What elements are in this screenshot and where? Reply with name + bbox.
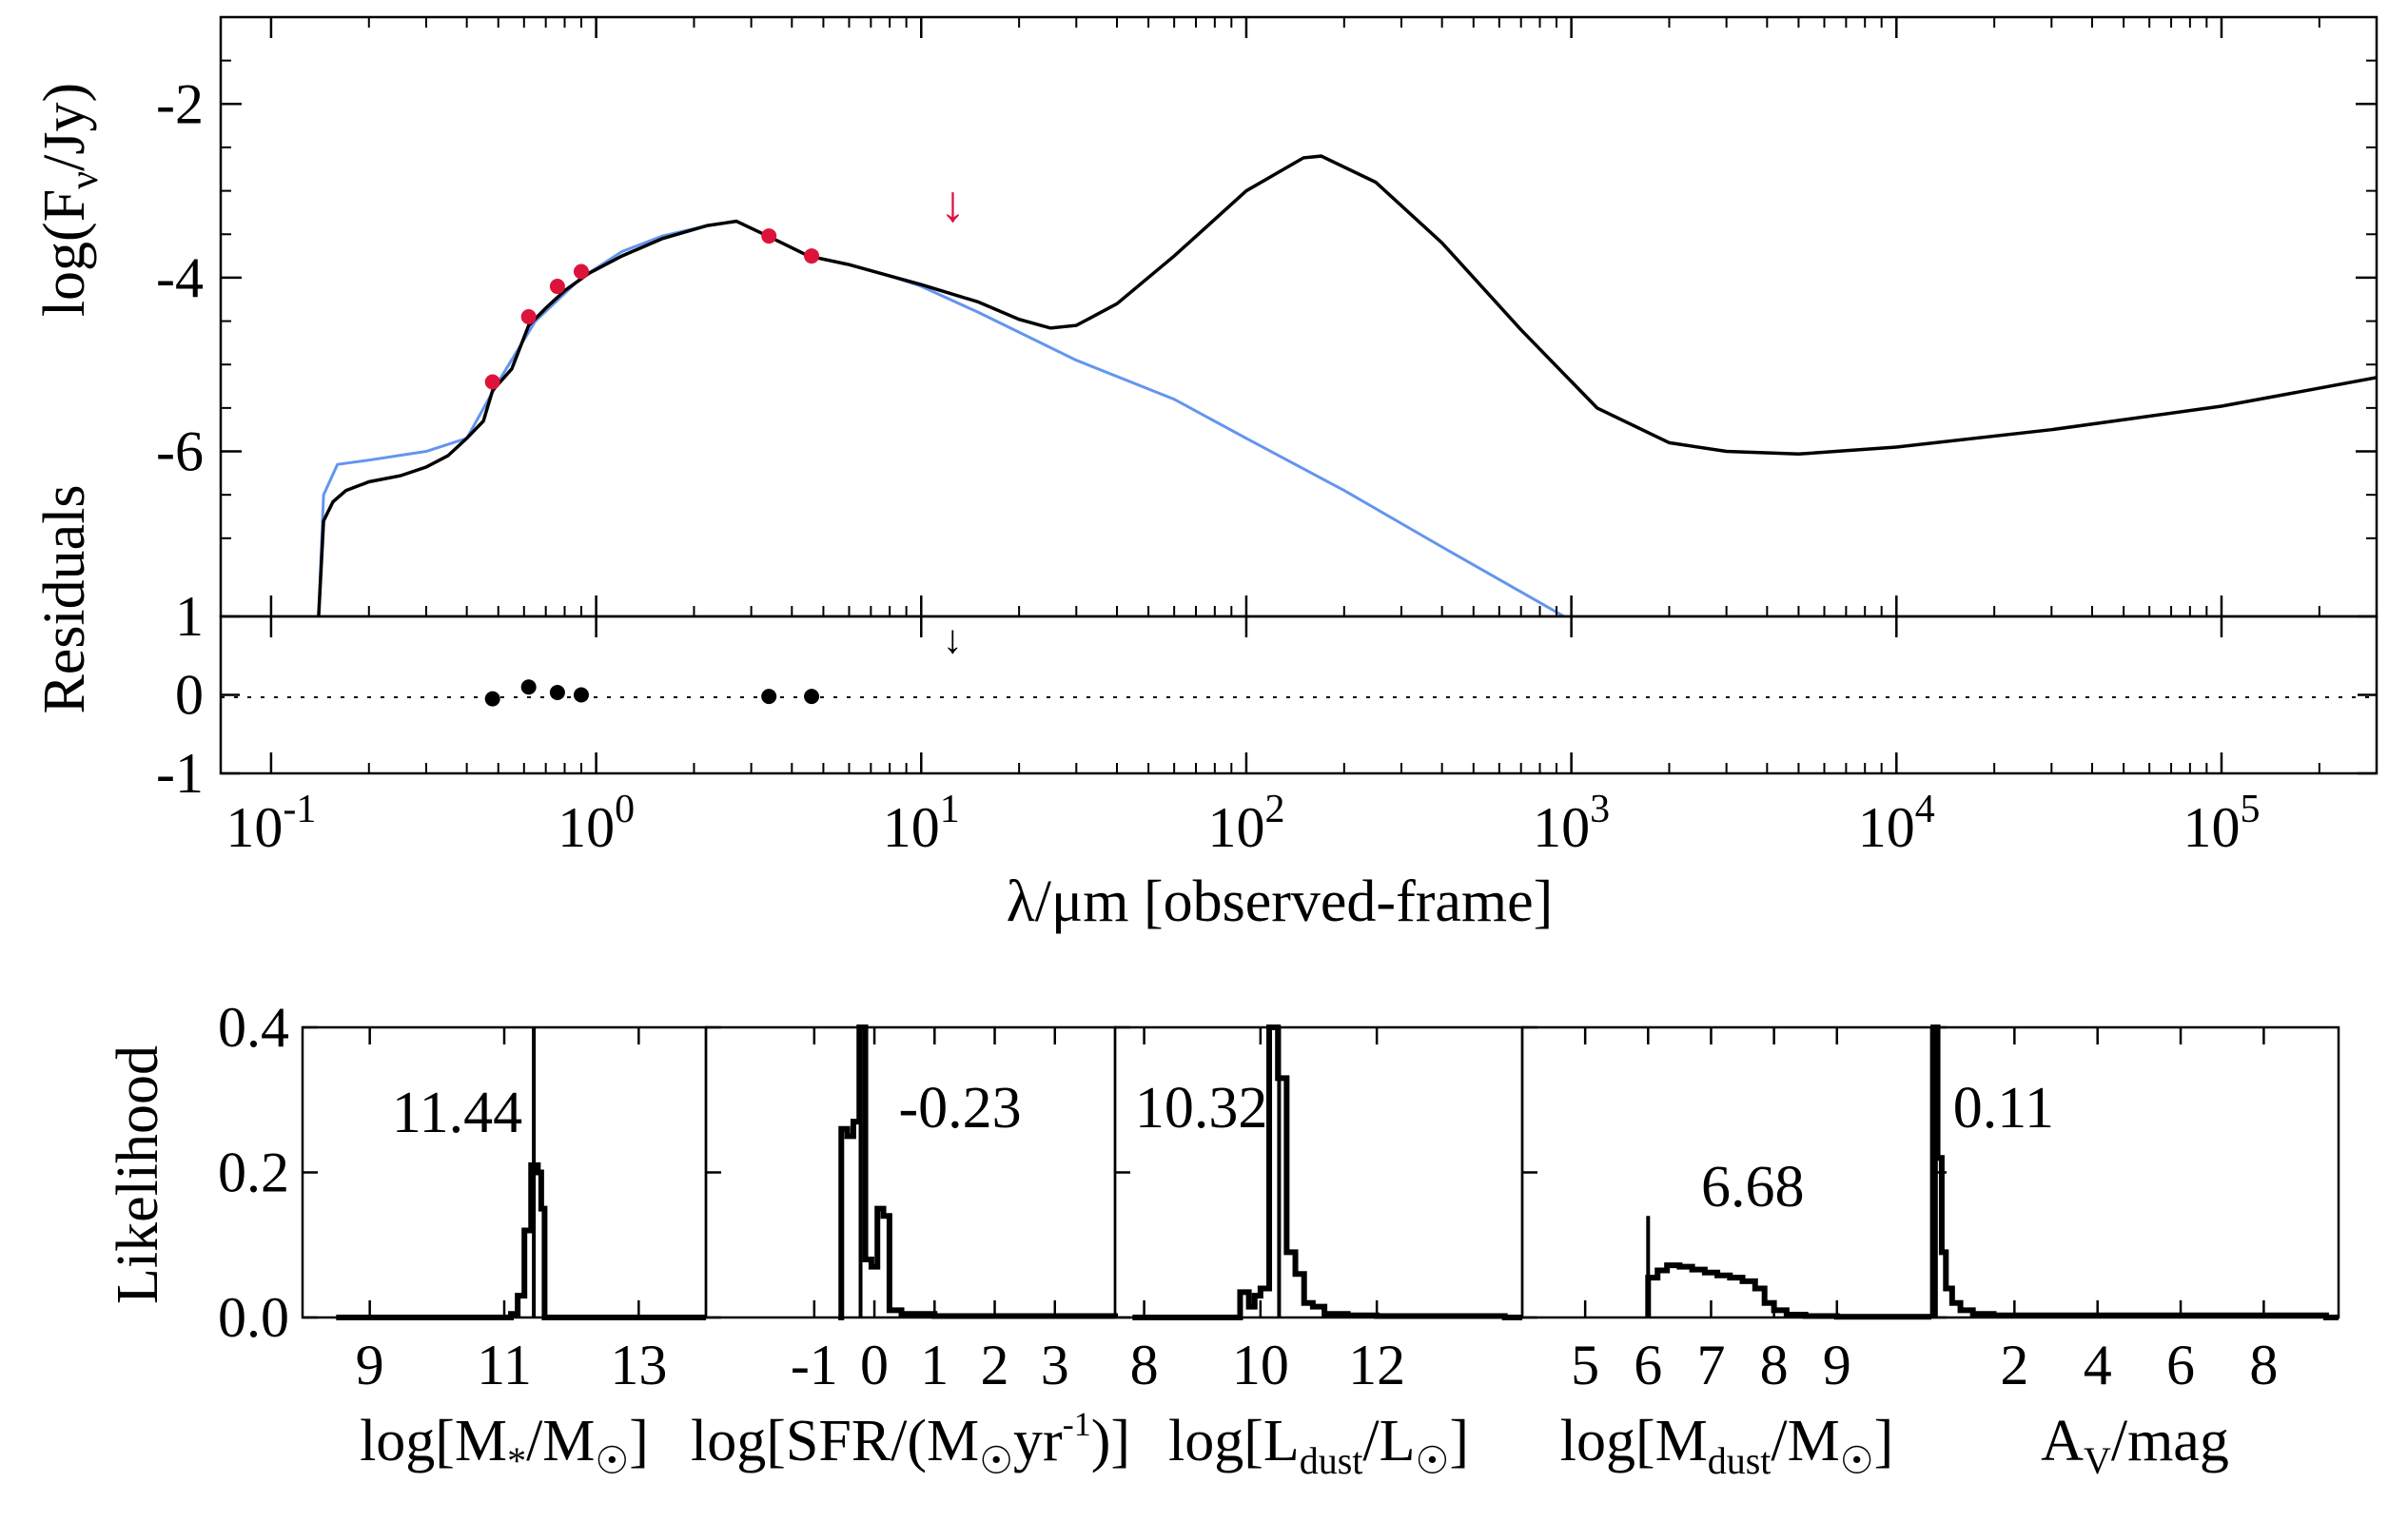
- median-value-label: 10.32: [1135, 1076, 1268, 1141]
- photometry-point-2: [549, 279, 565, 295]
- wavelength-tick-label: 103: [1533, 788, 1610, 859]
- histogram-xtick-label: 11: [477, 1334, 532, 1396]
- histogram-xlabel: log[Mdust/M☉]: [1560, 1409, 1894, 1482]
- histogram-steps: [1645, 1262, 1934, 1320]
- residual-ytick-label: -1: [156, 742, 204, 805]
- wavelength-tick-label: 104: [1858, 788, 1935, 859]
- residuals-frame: [219, 615, 2379, 775]
- residual-ytick-label: 0: [175, 664, 204, 727]
- histogram-frame: [704, 1025, 1117, 1319]
- wavelength-xlabel: λ/μm [observed-frame]: [1007, 869, 1554, 934]
- histogram-xtick-label: 9: [356, 1334, 384, 1396]
- histogram-panel-v-band-attenuation: 2 4 6 8 0.11 AV/mag: [1929, 1024, 2340, 1482]
- histogram-ytick-label: 0.2: [218, 1142, 289, 1204]
- residual-point-1: [520, 679, 537, 695]
- histogram-xlabel: log[M*/M☉]: [360, 1409, 649, 1482]
- wavelength-tick-label: 101: [883, 788, 960, 859]
- wavelength-tick-label: 105: [2183, 788, 2260, 859]
- residuals-ylabel: Residuals: [32, 484, 97, 713]
- histogram-xtick-label: 10: [1232, 1334, 1289, 1396]
- histogram-xtick-label: 8: [1130, 1334, 1159, 1396]
- upper-limit-arrow: ↓: [940, 176, 966, 233]
- histogram-frame: [301, 1025, 708, 1319]
- sed-ytick-label: -6: [156, 420, 204, 483]
- sed-frame: [219, 15, 2379, 618]
- histogram-xtick-label: 8: [2249, 1334, 2278, 1396]
- histogram-xtick-label: 12: [1348, 1334, 1405, 1396]
- sed-ytick-label: -4: [156, 246, 204, 309]
- residual-point-2: [549, 685, 565, 701]
- histogram-panel-stellar-mass: 9 11 13 11.44 log[M*/M☉] 0.0 0.2 0.4: [218, 996, 708, 1482]
- photometry-point-5: [804, 248, 820, 264]
- histogram-panel-sfr: -1 0 1 2 3 -0.23 log[SFR/(M☉yr-1)]: [691, 1024, 1130, 1482]
- histogram-ytick-label: 0.4: [218, 996, 289, 1059]
- histogram-xtick-label: 6: [2166, 1334, 2195, 1396]
- histogram-panel-dust-luminosity: 8 10 12 10.32 log[Ldust/L☉]: [1113, 1024, 1524, 1482]
- histogram-xlabel: log[Ldust/L☉]: [1168, 1409, 1469, 1482]
- histogram-xtick-label: 2: [2000, 1334, 2028, 1396]
- histogram-xtick-label: 8: [1760, 1334, 1789, 1396]
- wavelength-tick-labels: 10-1 100 101 102 103 104 105: [225, 788, 2260, 859]
- median-value-label: 0.11: [1953, 1076, 2054, 1141]
- sed-unattenuated-model-line: [317, 220, 1565, 616]
- residual-point-5: [804, 689, 820, 705]
- histogram-xtick-label: 2: [981, 1334, 1009, 1396]
- sed-curves: [317, 154, 2377, 616]
- residual-point-3: [573, 687, 589, 703]
- likelihood-ylabel: Likelihood: [106, 1045, 170, 1304]
- sed-ticks: -2 -4 -6: [156, 16, 2378, 616]
- photometry-point-1: [520, 309, 537, 324]
- sed-ylabel: log(Fν/Jy): [32, 83, 107, 317]
- histogram-xtick-label: 7: [1696, 1334, 1725, 1396]
- photometry-point-0: [484, 374, 500, 390]
- histogram-frame: [1113, 1025, 1524, 1319]
- median-value-label: -0.23: [899, 1076, 1022, 1141]
- histogram-xlabel: log[SFR/(M☉yr-1)]: [691, 1405, 1130, 1482]
- residuals-panel: ↓ -101 Residuals 10-1 100 101 102 103 104 105 …: [32, 484, 2379, 934]
- histogram-steps: [838, 1024, 1118, 1320]
- residual-ticks: -1 0 1: [156, 585, 2378, 805]
- histogram-xtick-label: 3: [1041, 1334, 1069, 1396]
- sed-total-model-line: [317, 154, 2377, 616]
- sed-panel: -2 -4 -6 log(Fν/Jy): [32, 15, 2379, 618]
- residual-ytick-label: 1: [175, 585, 204, 648]
- photometry-point-4: [761, 228, 777, 244]
- residual-point-0: [484, 691, 500, 707]
- histogram-xtick-label: 0: [860, 1334, 889, 1396]
- residual-upper-limit-arrow: ↓: [943, 618, 963, 662]
- histogram-xtick-label: 13: [610, 1334, 667, 1396]
- histogram-xlabel: AV/mag: [2041, 1409, 2229, 1482]
- histogram-xtick-label: 9: [1823, 1334, 1851, 1396]
- photometry-point-3: [573, 263, 589, 280]
- wavelength-tick-label: 100: [558, 788, 635, 859]
- histogram-steps: [1930, 1024, 2339, 1320]
- histogram-steps: [336, 1161, 706, 1320]
- histogram-steps: [1132, 1024, 1522, 1320]
- wavelength-tick-label: 10-1: [225, 788, 316, 859]
- histogram-xtick-label: 1: [920, 1334, 949, 1396]
- median-value-label: 6.68: [1701, 1155, 1805, 1220]
- histogram-xtick-label: 5: [1571, 1334, 1599, 1396]
- residual-points: ↓: [484, 618, 963, 707]
- histogram-xtick-label: 6: [1634, 1334, 1662, 1396]
- histogram-panel-dust-mass: 5 6 7 8 9 6.68 log[Mdust/M☉]: [1520, 1025, 1934, 1482]
- histogram-frame: [1929, 1025, 2340, 1319]
- histogram-ytick-label: 0.0: [218, 1286, 289, 1349]
- histogram-xtick-label: -1: [791, 1334, 838, 1396]
- sed-ytick-label: -2: [156, 72, 204, 135]
- wavelength-tick-label: 102: [1207, 788, 1284, 859]
- residual-point-4: [761, 689, 777, 705]
- median-value-label: 11.44: [392, 1081, 522, 1145]
- histogram-xtick-label: 4: [2084, 1334, 2112, 1396]
